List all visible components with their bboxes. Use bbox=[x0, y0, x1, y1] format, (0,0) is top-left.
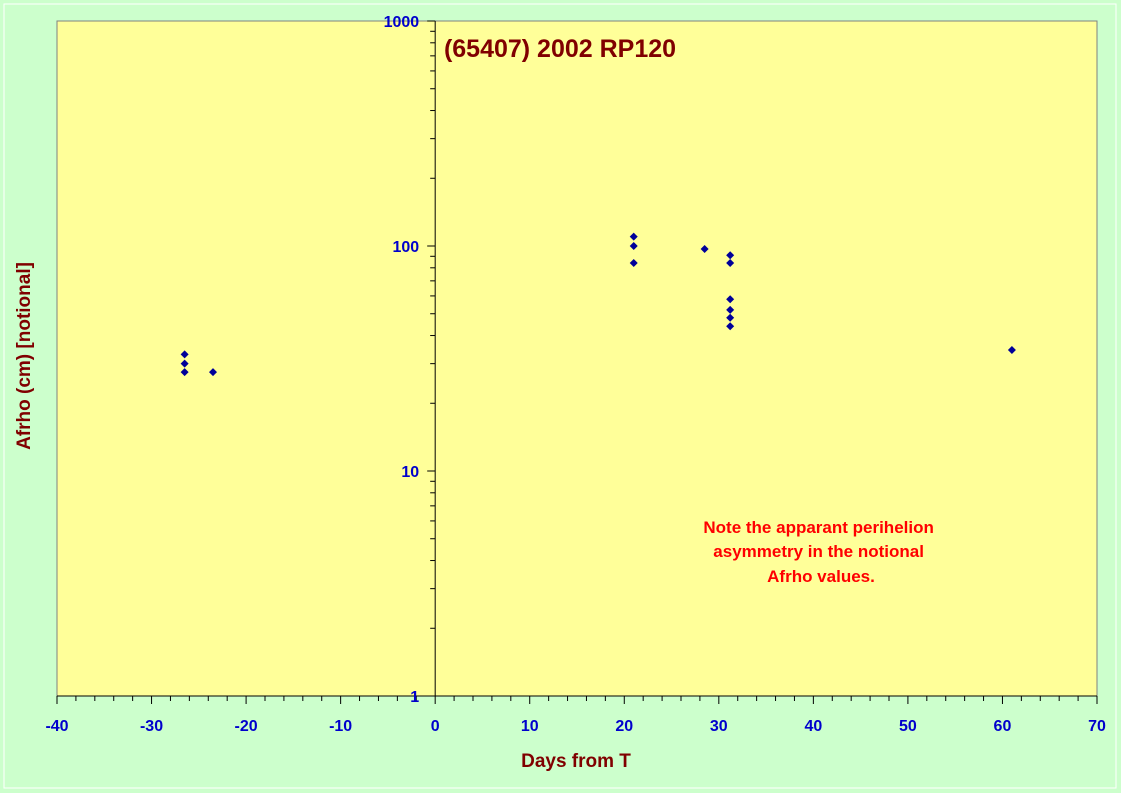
y-tick-label: 100 bbox=[392, 239, 419, 256]
x-tick-label: 10 bbox=[521, 718, 539, 735]
x-tick-label: 30 bbox=[710, 718, 728, 735]
data-point bbox=[726, 322, 735, 331]
y-tick-label: 10 bbox=[401, 464, 419, 481]
data-point bbox=[726, 251, 735, 260]
data-point bbox=[726, 259, 735, 268]
data-point bbox=[726, 313, 735, 322]
annotation-line-3: Afrho values. bbox=[767, 567, 875, 586]
y-tick-labels: 1 10 100 1000 bbox=[384, 14, 420, 706]
x-tick-label: 0 bbox=[431, 718, 440, 735]
y-tick-label: 1 bbox=[410, 689, 419, 706]
x-tick-labels: -40 -30 -20 -10 0 10 20 30 40 50 60 70 bbox=[45, 718, 1106, 735]
data-point bbox=[209, 368, 217, 377]
y-tick-label: 1000 bbox=[384, 14, 420, 31]
chart-title: (65407) 2002 RP120 bbox=[444, 35, 676, 63]
x-tick-label: 20 bbox=[615, 718, 633, 735]
x-tick-label: 50 bbox=[899, 718, 917, 735]
data-point bbox=[700, 244, 709, 253]
data-point bbox=[180, 359, 189, 368]
data-point bbox=[726, 305, 735, 314]
x-axis bbox=[56, 695, 1098, 704]
x-tick-label: -10 bbox=[329, 718, 352, 735]
data-point bbox=[629, 242, 638, 250]
data-point bbox=[180, 350, 189, 359]
data-point bbox=[629, 259, 638, 268]
y-axis bbox=[427, 20, 436, 697]
x-tick-label: 40 bbox=[804, 718, 822, 735]
annotation-line-2: asymmetry in the notional bbox=[713, 542, 924, 561]
annotation-text: Note the apparant perihelion asymmetry i… bbox=[703, 518, 938, 586]
x-tick-label: -40 bbox=[45, 718, 68, 735]
x-tick-label: -20 bbox=[235, 718, 258, 735]
data-point bbox=[180, 368, 189, 377]
x-tick-label: -30 bbox=[140, 718, 163, 735]
x-axis-label: Days from T bbox=[521, 751, 631, 772]
chart-border bbox=[3, 3, 1117, 789]
data-point bbox=[1007, 345, 1016, 354]
x-tick-label: 60 bbox=[994, 718, 1012, 735]
data-points bbox=[180, 232, 1016, 377]
data-point bbox=[629, 232, 638, 241]
x-tick-label: 70 bbox=[1088, 718, 1106, 735]
data-point bbox=[726, 295, 735, 304]
y-axis-label: Afrho (cm) [notional] bbox=[14, 262, 35, 450]
annotation-line-1: Note the apparant perihelion bbox=[703, 518, 933, 537]
plot-area bbox=[56, 20, 1098, 697]
